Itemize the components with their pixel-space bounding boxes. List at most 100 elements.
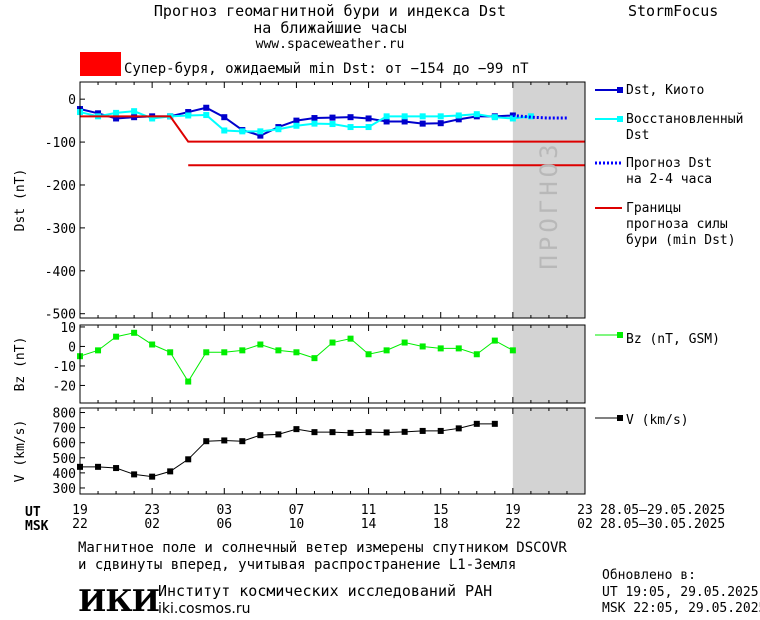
legend-dst-restored-marker	[617, 116, 623, 122]
v-point	[347, 429, 354, 436]
dst-ytick-label: 0	[68, 93, 76, 108]
ut-tick-label: 19	[505, 503, 521, 518]
dst-restored-point	[185, 112, 192, 119]
bz-frame	[79, 324, 586, 404]
bz-ylabel: Bz (nT)	[13, 337, 28, 392]
dst-restored-line	[79, 110, 532, 133]
bz-point	[221, 349, 228, 356]
bz-point	[365, 351, 372, 358]
legend-dst-restored: Восстановленный	[626, 112, 743, 127]
ut-date-range: 28.05–29.05.2025	[600, 503, 725, 518]
msk-tick-label: 22	[72, 517, 88, 532]
dst-restored-point	[491, 114, 498, 121]
dst-forecast-zone	[512, 82, 585, 318]
dst-chart-figure: 0 -100 -200 -300 -400 -500 Dst (nT) 10 0 -10 -20 Bz…	[13, 81, 743, 534]
v-point	[455, 425, 462, 432]
bz-point	[437, 345, 444, 352]
storm-alert-swatch	[80, 52, 121, 76]
legend-bz: Bz (nT, GSM)	[626, 332, 720, 347]
v-ytick-label: 800	[53, 407, 76, 422]
bz-line	[79, 332, 514, 383]
dst-restored-point	[419, 113, 426, 120]
bz-ytick-label: 10	[60, 321, 76, 336]
dst-kyoto-point	[329, 114, 336, 121]
dst-restored-point	[473, 111, 480, 118]
bz-point	[311, 355, 318, 362]
v-frame	[79, 407, 586, 495]
v-point	[275, 431, 282, 438]
iki-logo: ИКИ	[78, 584, 160, 619]
bz-point	[383, 347, 390, 354]
dst-restored-point	[527, 113, 534, 120]
bz-point	[491, 337, 498, 344]
dst-ylabel: Dst (nT)	[13, 169, 28, 232]
bz-point	[239, 347, 246, 354]
msk-tick-label: 18	[433, 517, 449, 532]
bz-point	[347, 335, 354, 342]
bz-point	[113, 333, 120, 340]
dst-forecast-line	[512, 113, 567, 120]
ut-tick-label: 11	[361, 503, 377, 518]
bz-point	[419, 343, 426, 350]
dst-restored-point	[257, 128, 264, 135]
dst-ytick-label: -400	[45, 265, 76, 280]
dst-kyoto-point	[455, 116, 462, 123]
msk-tick-label: 02	[577, 517, 593, 532]
dst-restored-point	[239, 128, 246, 135]
bz-point	[293, 349, 300, 356]
footer-note-line2: и сдвинуты вперед, учитывая распростране…	[78, 557, 517, 573]
bz-point	[149, 341, 156, 348]
dst-kyoto-point	[257, 132, 264, 139]
v-point	[167, 468, 174, 475]
dst-restored-point	[311, 120, 318, 127]
bz-point	[185, 378, 192, 385]
bz-point	[131, 329, 138, 336]
v-point	[203, 438, 210, 445]
dst-kyoto-point	[185, 109, 192, 116]
bz-point	[455, 345, 462, 352]
dst-kyoto-point	[401, 118, 408, 125]
v-point	[95, 463, 102, 470]
ut-tick-label: 03	[216, 503, 232, 518]
v-point	[149, 473, 156, 480]
dst-restored-point	[455, 112, 462, 119]
dst-kyoto-point	[437, 120, 444, 127]
legend-bounds: Границы	[626, 201, 681, 216]
institute-site-link[interactable]: iki.cosmos.ru	[158, 601, 251, 617]
bz-ytick-label: 0	[68, 340, 76, 355]
dst-restored-point	[293, 122, 300, 129]
dst-kyoto-point	[95, 110, 102, 117]
legend-v-marker	[617, 415, 623, 421]
storm-bound-line	[80, 115, 585, 143]
bz-point	[95, 347, 102, 354]
v-ylabel: V (km/s)	[13, 420, 28, 483]
updated-msk: MSK 22:05, 29.05.2025	[602, 601, 760, 616]
dst-restored-point	[401, 113, 408, 120]
msk-axis-label: MSK	[25, 519, 49, 534]
dst-restored-point	[383, 113, 390, 120]
legend-dst-kyoto: Dst, Киото	[626, 83, 704, 98]
v-point	[257, 432, 264, 439]
ut-tick-label: 23	[144, 503, 160, 518]
storm-alert-text: Супер-буря, ожидаемый min Dst: от −154 д…	[124, 61, 529, 77]
legend-v: V (km/s)	[626, 413, 689, 428]
v-ytick-label: 600	[53, 437, 76, 452]
v-forecast-zone	[512, 408, 585, 494]
msk-tick-label: 02	[144, 517, 160, 532]
legend-bounds-2: прогноза силы	[626, 217, 728, 232]
v-point	[383, 429, 390, 436]
ut-tick-label: 15	[433, 503, 449, 518]
dst-frame	[79, 81, 586, 319]
site-url[interactable]: www.spaceweather.ru	[255, 37, 405, 52]
ut-tick-label: 07	[289, 503, 305, 518]
bz-point	[329, 339, 336, 346]
footer-note-line1: Магнитное поле и солнечный ветер измерен…	[78, 540, 567, 556]
legend-bounds-3: бури (min Dst)	[626, 233, 736, 248]
bz-point	[257, 341, 264, 348]
dst-restored-point	[203, 112, 210, 119]
legend-forecast: Прогноз Dst	[626, 156, 712, 171]
legend-forecast-2: на 2-4 часа	[626, 172, 712, 187]
institute-name: Институт космических исследований РАН	[158, 582, 493, 600]
msk-tick-label: 14	[361, 517, 377, 532]
v-ytick-label: 700	[53, 422, 76, 437]
